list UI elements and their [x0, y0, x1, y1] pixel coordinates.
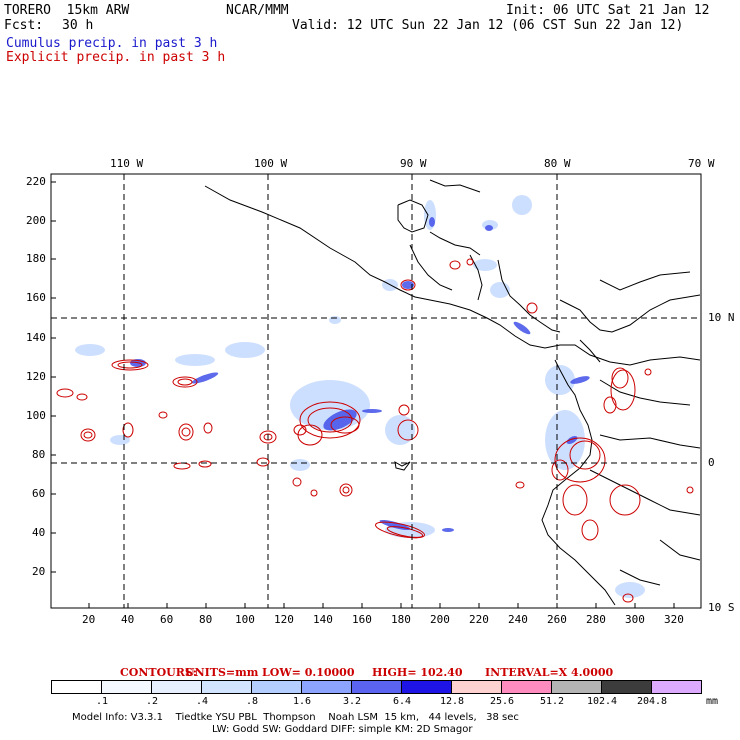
- x-tick-label: 260: [547, 613, 567, 626]
- color-scale-cell: [302, 681, 352, 693]
- coastlines: [204, 179, 701, 606]
- x-tick-label: 320: [664, 613, 684, 626]
- color-scale-tick-label: 204.8: [636, 696, 668, 707]
- contours-units: UNITS=mm: [185, 666, 259, 679]
- x-tick-label: 240: [508, 613, 528, 626]
- color-scale-cell: [652, 681, 702, 693]
- map-frame: [50, 173, 702, 609]
- graticule: [51, 174, 701, 608]
- y-tick-label: 140: [26, 331, 46, 344]
- lat-label-0: 0: [708, 456, 715, 469]
- color-scale-cell: [502, 681, 552, 693]
- color-scale-tick-label: .4: [195, 696, 209, 707]
- y-tick-label: 200: [26, 214, 46, 227]
- color-scale-tick-label: 6.4: [392, 696, 412, 707]
- explicit-legend-text: Explicit precip. in past 3 h: [6, 50, 226, 65]
- model-info-line1: Model Info: V3.3.1 Tiedtke YSU PBL Thomp…: [72, 712, 519, 723]
- color-scale-cell: [602, 681, 652, 693]
- model-name: TORERO 15km ARW: [4, 3, 130, 18]
- x-tick-label: 100: [235, 613, 255, 626]
- y-tick-label: 160: [26, 291, 46, 304]
- color-scale-tick-label: 1.6: [292, 696, 312, 707]
- color-scale-cell: [452, 681, 502, 693]
- lat-label-10s: 10 S: [708, 601, 735, 614]
- contours-interval: INTERVAL=X 4.0000: [485, 666, 614, 679]
- color-scale-cell: [102, 681, 152, 693]
- y-tick-label: 40: [32, 526, 46, 539]
- color-scale-cell: [152, 681, 202, 693]
- color-scale-tick-label: 3.2: [342, 696, 362, 707]
- x-tick-label: 200: [430, 613, 450, 626]
- color-scale-tick-label: 12.8: [439, 696, 465, 707]
- color-scale-tick-label: 51.2: [539, 696, 565, 707]
- contours-high: HIGH= 102.40: [372, 666, 463, 679]
- x-tick-label: 300: [625, 613, 645, 626]
- color-scale-cell: [552, 681, 602, 693]
- x-tick-label: 140: [313, 613, 333, 626]
- color-scale-tick-label: .8: [245, 696, 259, 707]
- lon-label-110w: 110 W: [110, 157, 144, 170]
- color-scale-cell: [352, 681, 402, 693]
- color-scale-cell: [202, 681, 252, 693]
- contours-label: CONTOURS:: [120, 666, 197, 679]
- x-tick-label: 180: [391, 613, 411, 626]
- forecast-hour: 30 h: [62, 18, 94, 33]
- contours-low: LOW= 0.10000: [262, 666, 355, 679]
- x-tick-label: 80: [199, 613, 213, 626]
- color-scale-cell: [402, 681, 452, 693]
- lon-label-100w: 100 W: [254, 157, 288, 170]
- color-scale-tick-label: 102.4: [586, 696, 618, 707]
- lon-label-90w: 90 W: [400, 157, 427, 170]
- y-tick-label: 100: [26, 409, 46, 422]
- x-axis-ticks: [88, 603, 675, 608]
- x-tick-label: 20: [82, 613, 96, 626]
- org-name: NCAR/MMM: [226, 3, 289, 18]
- y-tick-label: 120: [26, 370, 46, 383]
- valid-time: Valid: 12 UTC Sun 22 Jan 12 (06 CST Sun …: [292, 18, 684, 33]
- cumulus-legend-text: Cumulus precip. in past 3 h: [6, 36, 218, 51]
- y-tick-label: 180: [26, 252, 46, 265]
- forecast-label: Fcst:: [4, 18, 44, 33]
- x-tick-label: 40: [121, 613, 135, 626]
- model-info-line2: LW: Godd SW: Goddard DIFF: simple KM: 2D…: [212, 724, 473, 735]
- color-scale-bar: [52, 681, 702, 693]
- y-tick-label: 20: [32, 565, 46, 578]
- x-tick-label: 160: [352, 613, 372, 626]
- y-tick-label: 60: [32, 487, 46, 500]
- lat-label-10n: 10 N: [708, 311, 735, 324]
- color-scale-cell: [52, 681, 102, 693]
- init-time: Init: 06 UTC Sat 21 Jan 12: [506, 3, 710, 18]
- x-tick-label: 280: [586, 613, 606, 626]
- x-tick-label: 120: [274, 613, 294, 626]
- color-scale-tick-label: 25.6: [489, 696, 515, 707]
- x-tick-label: 60: [160, 613, 174, 626]
- lon-label-80w: 80 W: [544, 157, 571, 170]
- lon-label-70w: 70 W: [688, 157, 715, 170]
- y-tick-label: 220: [26, 175, 46, 188]
- color-scale-cell: [252, 681, 302, 693]
- x-tick-label: 220: [469, 613, 489, 626]
- legend-unit: mm: [706, 696, 719, 707]
- color-scale-tick-label: .1: [95, 696, 109, 707]
- y-tick-label: 80: [32, 448, 46, 461]
- y-axis-ticks: [51, 181, 56, 573]
- color-scale-tick-label: .2: [145, 696, 159, 707]
